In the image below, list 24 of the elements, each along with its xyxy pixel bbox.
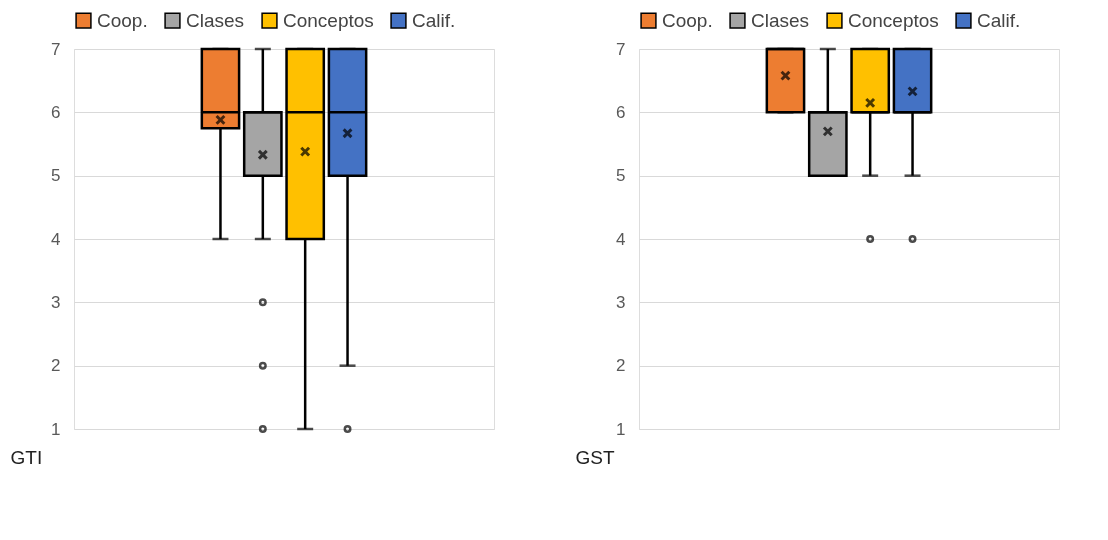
y-tick-label: 4 (51, 229, 61, 249)
legend-label: Coop. (662, 9, 713, 31)
legend-label: Clases (751, 9, 810, 31)
y-tick-label: 5 (616, 166, 626, 186)
y-tick-label: 1 (51, 419, 61, 439)
legend-label: Coop. (97, 9, 148, 31)
y-tick-label: 7 (51, 39, 61, 59)
y-tick-label: 2 (616, 356, 626, 376)
y-tick-label: 7 (616, 39, 626, 59)
text: GTI (10, 447, 43, 468)
y-tick-label: 1 (616, 419, 626, 439)
legend-label: Calif. (412, 9, 456, 31)
legend-label: Conceptos (283, 9, 374, 31)
legend-label: Conceptos (848, 9, 939, 31)
y-tick-label: 3 (616, 292, 626, 312)
y-tick-label: 6 (616, 102, 626, 122)
legend-label: Clases (186, 9, 245, 31)
y-tick-label: 6 (51, 102, 61, 122)
legend-label: Calif. (977, 9, 1021, 31)
text: GST (575, 447, 615, 468)
y-tick-label: 4 (616, 229, 626, 249)
y-tick-label: 2 (51, 356, 61, 376)
y-tick-label: 5 (51, 166, 61, 186)
y-tick-label: 3 (51, 292, 61, 312)
